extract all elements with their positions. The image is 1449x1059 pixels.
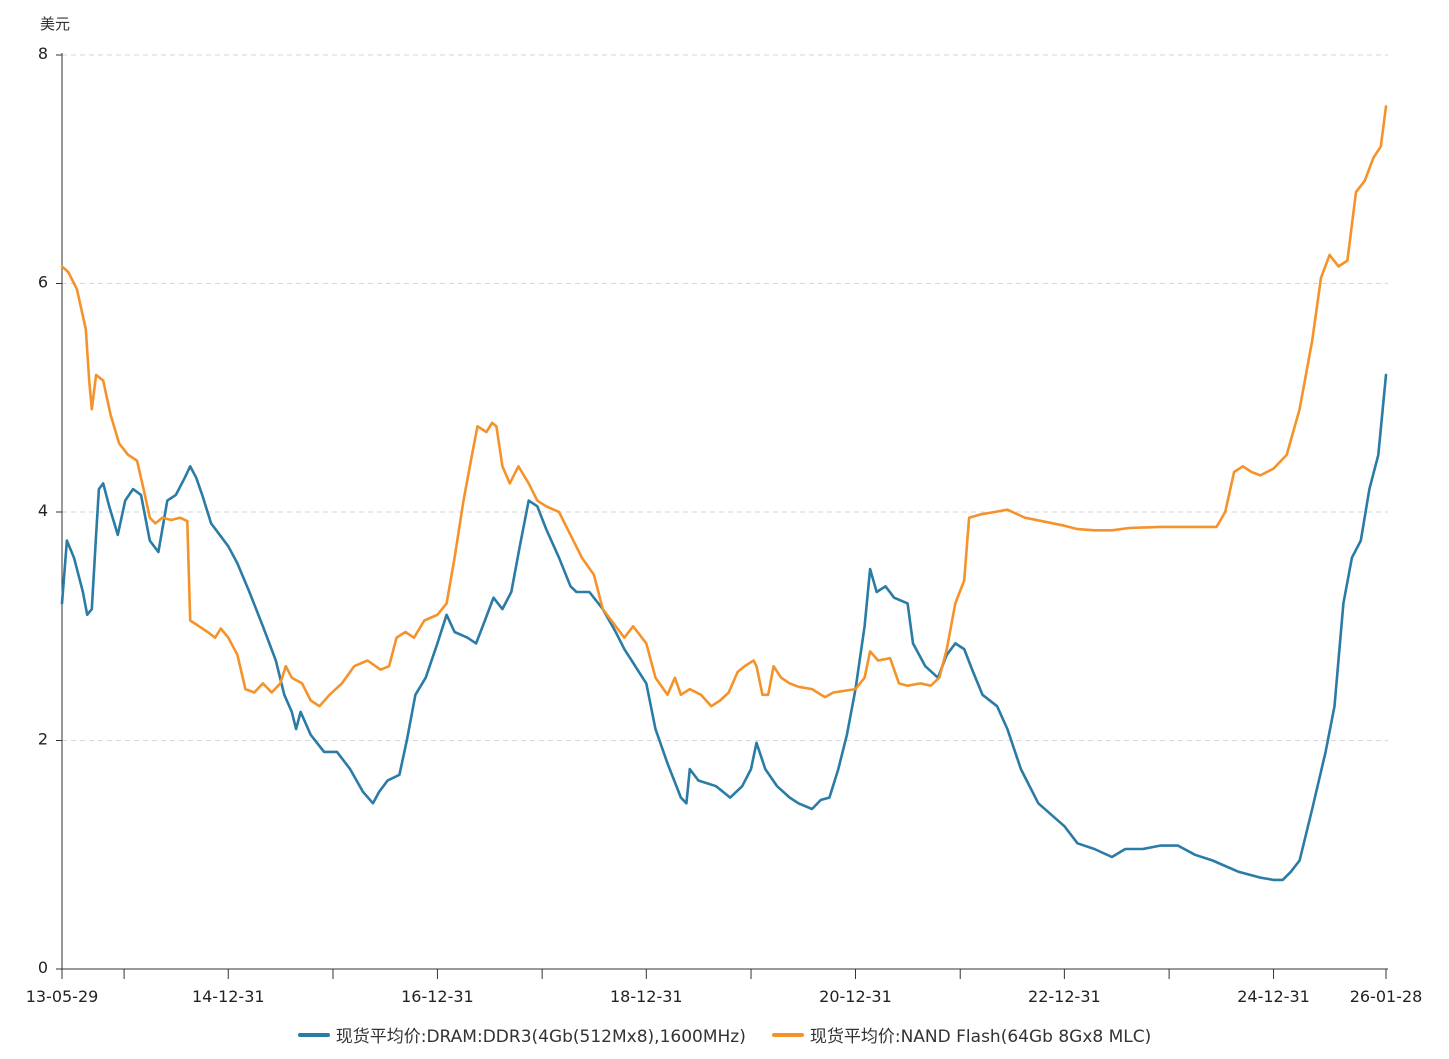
legend-swatch-dram bbox=[297, 1032, 330, 1037]
y-axis-unit-label: 美元 bbox=[40, 15, 70, 33]
series-lines bbox=[60, 105, 1388, 882]
y-tick-label: 8 bbox=[38, 44, 48, 63]
x-tick-label: 24-12-31 bbox=[1237, 987, 1310, 1006]
series-line-nand bbox=[60, 105, 1388, 708]
x-tick-label: 18-12-31 bbox=[610, 987, 683, 1006]
line-chart: 美元 0 2 4 6 8 13-05-29 14-12-31 16-12-31 18-12-31… bbox=[26, 15, 1423, 1006]
legend-swatch-nand bbox=[771, 1032, 804, 1037]
x-tick-label: 22-12-31 bbox=[1028, 987, 1101, 1006]
legend-item-dram[interactable]: 现货平均价:DRAM:DDR3(4Gb(512Mx8),1600MHz) bbox=[297, 1022, 746, 1047]
x-tick-label: 20-12-31 bbox=[819, 987, 892, 1006]
y-tick-label: 0 bbox=[38, 958, 48, 977]
axes: 0 2 4 6 8 13-05-29 14-12-31 16-12-31 18-12-31 20-… bbox=[26, 44, 1423, 1006]
x-tick-label: 13-05-29 bbox=[26, 987, 99, 1006]
legend-label-dram: 现货平均价:DRAM:DDR3(4Gb(512Mx8),1600MHz) bbox=[335, 1027, 746, 1047]
y-tick-label: 6 bbox=[38, 273, 48, 292]
gridlines bbox=[62, 54, 1388, 741]
legend-item-nand[interactable]: 现货平均价:NAND Flash(64Gb 8Gx8 MLC) bbox=[771, 1022, 1152, 1047]
x-tick-label: 16-12-31 bbox=[401, 987, 474, 1006]
legend-label-nand: 现货平均价:NAND Flash(64Gb 8Gx8 MLC) bbox=[809, 1027, 1152, 1047]
y-tick-label: 4 bbox=[38, 501, 48, 520]
y-tick-label: 2 bbox=[38, 730, 48, 749]
legend: 现货平均价:DRAM:DDR3(4Gb(512Mx8),1600MHz) 现货平… bbox=[0, 1022, 1449, 1047]
x-tick-label: 14-12-31 bbox=[192, 987, 265, 1006]
series-line-dram bbox=[60, 373, 1388, 882]
x-tick-label: 26-01-28 bbox=[1350, 987, 1423, 1006]
